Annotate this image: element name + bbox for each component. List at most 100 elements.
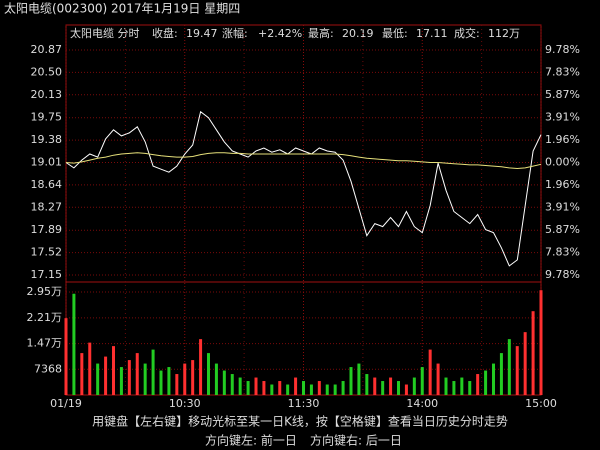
quote-value: 112万: [488, 27, 520, 40]
volume-bar: [523, 332, 527, 395]
volume-bar: [96, 363, 100, 395]
volume-bar: [302, 381, 305, 395]
volume-bar: [499, 353, 503, 395]
volume-bar: [515, 346, 519, 395]
volume-bar: [222, 370, 226, 395]
volume-bar: [104, 356, 108, 395]
y-tick-label: 2.21万: [27, 311, 63, 324]
volume-bar: [175, 374, 179, 395]
volume-bar: [135, 353, 139, 395]
help-text: 方向键右: 后一日: [310, 433, 402, 448]
volume-bar: [127, 360, 131, 395]
volume-bar: [238, 377, 242, 395]
quote-label: 涨幅:: [222, 27, 248, 40]
volume-bar: [420, 367, 424, 395]
y-tick-label: 20.87: [31, 43, 63, 56]
volume-bar: [254, 377, 258, 395]
price-line: [65, 110, 542, 267]
y2-tick-label: 0.00%: [545, 156, 580, 169]
volume-bar: [507, 339, 511, 395]
volume-bar: [452, 381, 456, 395]
volume-bar: [278, 381, 282, 395]
quote-label: 最低:: [382, 27, 408, 40]
volume-bar: [80, 353, 84, 395]
volume-bar: [88, 342, 92, 395]
y-tick-label: 18.27: [31, 200, 63, 213]
y2-tick-label: 7.83%: [545, 65, 580, 78]
volume-bar: [492, 363, 495, 395]
quote-name: 太阳电缆 分时: [70, 27, 140, 40]
volume-bar: [365, 374, 369, 395]
volume-bar: [381, 381, 385, 395]
volume-bar: [341, 381, 345, 395]
volume-bar: [539, 290, 543, 395]
volume-bar: [436, 363, 440, 395]
y2-tick-label: 3.91%: [545, 200, 580, 213]
volume-bar: [444, 377, 448, 395]
volume-bar: [333, 384, 337, 395]
y2-tick-label: 1.96%: [545, 133, 580, 146]
help-text: 用键盘【左右键】移动光标至某一日K线，按【空格键】查看当日历史分时走势: [92, 414, 508, 429]
y2-tick-label: 9.78%: [545, 43, 580, 56]
window-title: 太阳电缆(002300) 2017年1月19日 星期四: [4, 1, 240, 16]
y-tick-label: 19.01: [31, 156, 63, 169]
x-tick-label: 14:00: [406, 397, 438, 410]
volume-bar: [72, 293, 76, 395]
x-tick-label: 11:30: [288, 397, 320, 410]
volume-bar: [199, 339, 203, 395]
volume-bar: [476, 374, 480, 395]
quote-value: +2.42%: [258, 27, 302, 40]
quote-bar: 太阳电缆 分时 收盘: 19.47 涨幅: +2.42% 最高: 20.19 最…: [70, 26, 520, 40]
x-tick-label: 10:30: [169, 397, 201, 410]
quote-value: 19.47: [186, 27, 218, 40]
x-tick-label: 01/19: [50, 397, 82, 410]
volume-bar: [207, 353, 210, 395]
y2-tick-label: 9.78%: [545, 268, 580, 281]
y-tick-label: 17.15: [31, 268, 63, 281]
volume-bar: [159, 370, 163, 395]
volume-bar: [64, 318, 68, 395]
volume-bar: [151, 349, 155, 395]
y-tick-label: 18.64: [31, 178, 63, 191]
volume-bar: [167, 367, 171, 395]
help-text: 方向键左: 前一日: [205, 433, 297, 448]
volume-bar: [246, 381, 250, 395]
volume-bar: [143, 363, 147, 395]
volume-bar: [373, 377, 377, 395]
quote-label: 成交:: [454, 26, 480, 40]
volume-bar: [397, 381, 400, 395]
volume-bar: [404, 384, 408, 395]
volume-bar: [468, 381, 472, 395]
quote-label: 收盘:: [152, 26, 178, 40]
y2-tick-label: 5.87%: [545, 223, 580, 236]
y2-tick-label: 1.96%: [545, 178, 580, 191]
plot: 20.87 20.50 20.13 19.75 19.38 19.01 18.64 18.27…: [27, 25, 580, 410]
volume-bar: [270, 384, 274, 395]
volume-bar: [428, 349, 432, 395]
volume-bar: [531, 311, 535, 395]
y-tick-label: 1.47万: [27, 337, 63, 350]
volume-bar: [183, 363, 187, 395]
y-tick-label: 19.38: [31, 133, 63, 146]
price-line: [65, 152, 542, 170]
volume-bar: [309, 384, 313, 395]
y-tick-label: 7368: [34, 362, 62, 375]
y-tick-label: 2.95万: [27, 285, 63, 298]
volume-bar: [230, 374, 234, 395]
quote-value: 17.11: [416, 27, 448, 40]
volume-bar: [325, 384, 329, 395]
volume-bar: [119, 367, 123, 395]
volume-bar: [191, 360, 195, 395]
y-tick-label: 20.50: [31, 65, 63, 78]
volume-bar: [389, 377, 393, 395]
volume-bar: [262, 381, 266, 395]
y-tick-label: 20.13: [31, 88, 63, 101]
volume-bar: [357, 363, 361, 395]
y-tick-label: 17.89: [31, 223, 63, 236]
y2-tick-label: 7.83%: [545, 246, 580, 259]
volume-bar: [112, 346, 115, 395]
quote-value: 20.19: [342, 27, 374, 40]
volume-bar: [286, 384, 290, 395]
